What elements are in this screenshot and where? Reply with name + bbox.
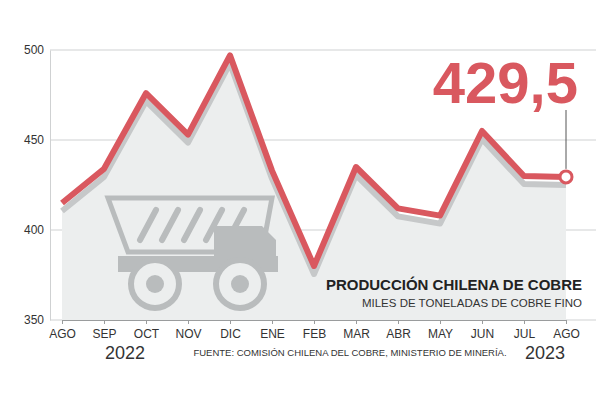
truck-wheel [131, 260, 179, 308]
y-tick: 350 [24, 313, 50, 327]
background [0, 0, 600, 400]
x-tick: JUL [514, 320, 536, 341]
truck-cab [214, 226, 276, 256]
y-axis-line [50, 51, 51, 321]
x-tick: SEP [92, 320, 116, 341]
y-tick-label: 400 [24, 223, 44, 237]
truck-stripe [184, 210, 200, 240]
truck-wheel [216, 260, 264, 308]
grid [50, 50, 596, 320]
truck-stripe [140, 210, 156, 240]
x-tick-label: AGO [49, 327, 76, 341]
truck-icon [108, 198, 278, 308]
x-tick-mark [188, 320, 189, 324]
x-tick-mark [314, 320, 315, 324]
y-axis: 350 400 450 500 [24, 43, 51, 327]
x-tick-label: NOV [175, 327, 201, 341]
x-tick: OCT [134, 320, 160, 341]
subtitle: MILES DE TONELADAS DE COBRE FINO [362, 297, 582, 309]
x-tick-label: MAY [428, 327, 453, 341]
source: FUENTE: COMISIÓN CHILENA DEL COBRE, MINI… [193, 347, 506, 358]
x-tick: ENE [260, 320, 285, 341]
year-label: 2022 [105, 343, 145, 363]
x-tick-label: ENE [260, 327, 285, 341]
y-tick-label: 350 [24, 313, 44, 327]
x-tick-mark [524, 320, 525, 324]
truck-hub [146, 275, 164, 293]
x-tick-label: JUN [471, 327, 494, 341]
x-tick-label: SEP [92, 327, 116, 341]
x-tick-mark [272, 320, 273, 324]
x-tick-label: DIC [220, 327, 241, 341]
x-tick-mark [398, 320, 399, 324]
leader-line [566, 110, 567, 169]
year-label: 2023 [525, 343, 565, 363]
x-tick-label: MAR [343, 327, 370, 341]
x-tick: DIC [220, 320, 241, 341]
x-tick-mark [146, 320, 147, 324]
x-tick: FEB [303, 320, 326, 341]
y-tick: 500 [24, 43, 50, 57]
x-tick-label: JUL [514, 327, 536, 341]
x-tick: AGO [553, 320, 580, 341]
x-tick-label: ABR [386, 327, 411, 341]
x-tick: AGO [49, 320, 76, 341]
x-tick: MAY [428, 320, 453, 341]
x-tick-label: FEB [303, 327, 326, 341]
x-tick: JUN [471, 320, 494, 341]
x-tick: NOV [175, 320, 201, 341]
x-tick-mark [62, 320, 63, 324]
x-tick: ABR [386, 320, 411, 341]
y-tick: 450 [24, 133, 50, 147]
x-axis: AGO SEP OCT NOV DIC ENE FEB MAR ABR MAY JUN JUL AGO [49, 320, 580, 341]
truck-stripe [162, 210, 178, 240]
x-tick-mark [482, 320, 483, 324]
point-marker [560, 171, 572, 183]
y-tick-label: 450 [24, 133, 44, 147]
value-label: 429,5 [433, 50, 578, 115]
x-tick-mark [356, 320, 357, 324]
x-tick-mark [104, 320, 105, 324]
y-tick-label: 500 [24, 43, 44, 57]
x-tick: MAR [343, 320, 370, 341]
y-tick: 400 [24, 223, 50, 237]
chart: 350 400 450 500 AGO SEP OCT NOV DIC ENE FEB MAR ABR M… [0, 0, 600, 400]
x-axis-line [63, 321, 567, 325]
truck-hub [231, 275, 249, 293]
x-tick-label: AGO [553, 327, 580, 341]
x-tick-mark [566, 320, 567, 324]
x-tick-label: OCT [134, 327, 160, 341]
title: PRODUCCIÓN CHILENA DE COBRE [326, 276, 582, 293]
x-tick-mark [440, 320, 441, 324]
x-tick-mark [230, 320, 231, 324]
